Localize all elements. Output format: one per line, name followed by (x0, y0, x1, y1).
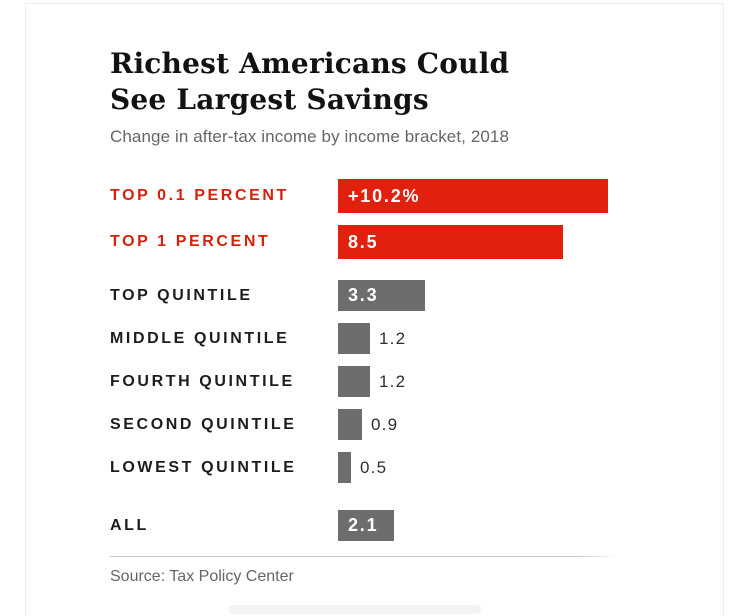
bar-value-label: 1.2 (379, 371, 407, 391)
footer-divider (110, 556, 617, 558)
source-credit: Source: Tax Policy Center (110, 568, 294, 586)
bar-value-label: 0.5 (360, 457, 388, 477)
bar-area: 0.5 (338, 452, 723, 484)
chart-row: MIDDLE QUINTILE 1.2 (110, 323, 723, 355)
bar-value-label: +10.2% (348, 185, 421, 206)
bar-value-label: 8.5 (348, 231, 379, 252)
bar-category-label: ALL (110, 516, 149, 534)
bar-value-label: 1.2 (379, 328, 407, 348)
bar-category-label: FOURTH QUINTILE (110, 372, 295, 390)
bar: +10.2% (338, 179, 608, 214)
bar-area: 2.1 (338, 510, 723, 542)
chart-row: TOP 1 PERCENT 8.5 (110, 225, 723, 260)
bar (338, 366, 370, 398)
bar-area: 1.2 (338, 366, 723, 398)
bar: 2.1 (338, 510, 394, 542)
chart-row: SECOND QUINTILE 0.9 (110, 409, 723, 441)
chart-content: Richest Americans Could See Largest Savi… (26, 4, 723, 586)
bar-area: +10.2% (338, 179, 723, 214)
bar-area: 1.2 (338, 323, 723, 355)
home-indicator-bar (228, 605, 481, 614)
bar-value-label: 2.1 (348, 515, 379, 536)
bar-value-label: 0.9 (371, 414, 399, 434)
chart-row: FOURTH QUINTILE 1.2 (110, 366, 723, 398)
bar-area: 8.5 (338, 225, 723, 260)
chart-row: TOP QUINTILE 3.3 (110, 280, 723, 312)
bar-category-label: TOP QUINTILE (110, 286, 253, 304)
bar-category-label: TOP 0.1 PERCENT (110, 187, 289, 205)
chart-row: ALL 2.1 (110, 510, 723, 542)
chart-card: Richest Americans Could See Largest Savi… (25, 3, 724, 616)
bar-category-label: TOP 1 PERCENT (110, 233, 271, 251)
bar (338, 409, 362, 441)
bar-value-label: 3.3 (348, 285, 379, 306)
bar-category-label: SECOND QUINTILE (110, 415, 297, 433)
chart-row: TOP 0.1 PERCENT +10.2% (110, 179, 723, 214)
bar (338, 323, 370, 355)
chart-row: LOWEST QUINTILE 0.5 (110, 452, 723, 484)
bar-area: 0.9 (338, 409, 723, 441)
bar-category-label: MIDDLE QUINTILE (110, 329, 290, 347)
bar: 3.3 (338, 280, 425, 312)
bar-area: 3.3 (338, 280, 723, 312)
bar: 8.5 (338, 225, 563, 260)
bar (338, 452, 351, 484)
chart-subtitle: Change in after-tax income by income bra… (110, 127, 510, 147)
bar-chart: TOP 0.1 PERCENT +10.2% TOP 1 PERCENT 8.5 TOP… (110, 179, 723, 542)
chart-title: Richest Americans Could See Largest Savi… (110, 47, 510, 116)
bar-category-label: LOWEST QUINTILE (110, 458, 297, 476)
